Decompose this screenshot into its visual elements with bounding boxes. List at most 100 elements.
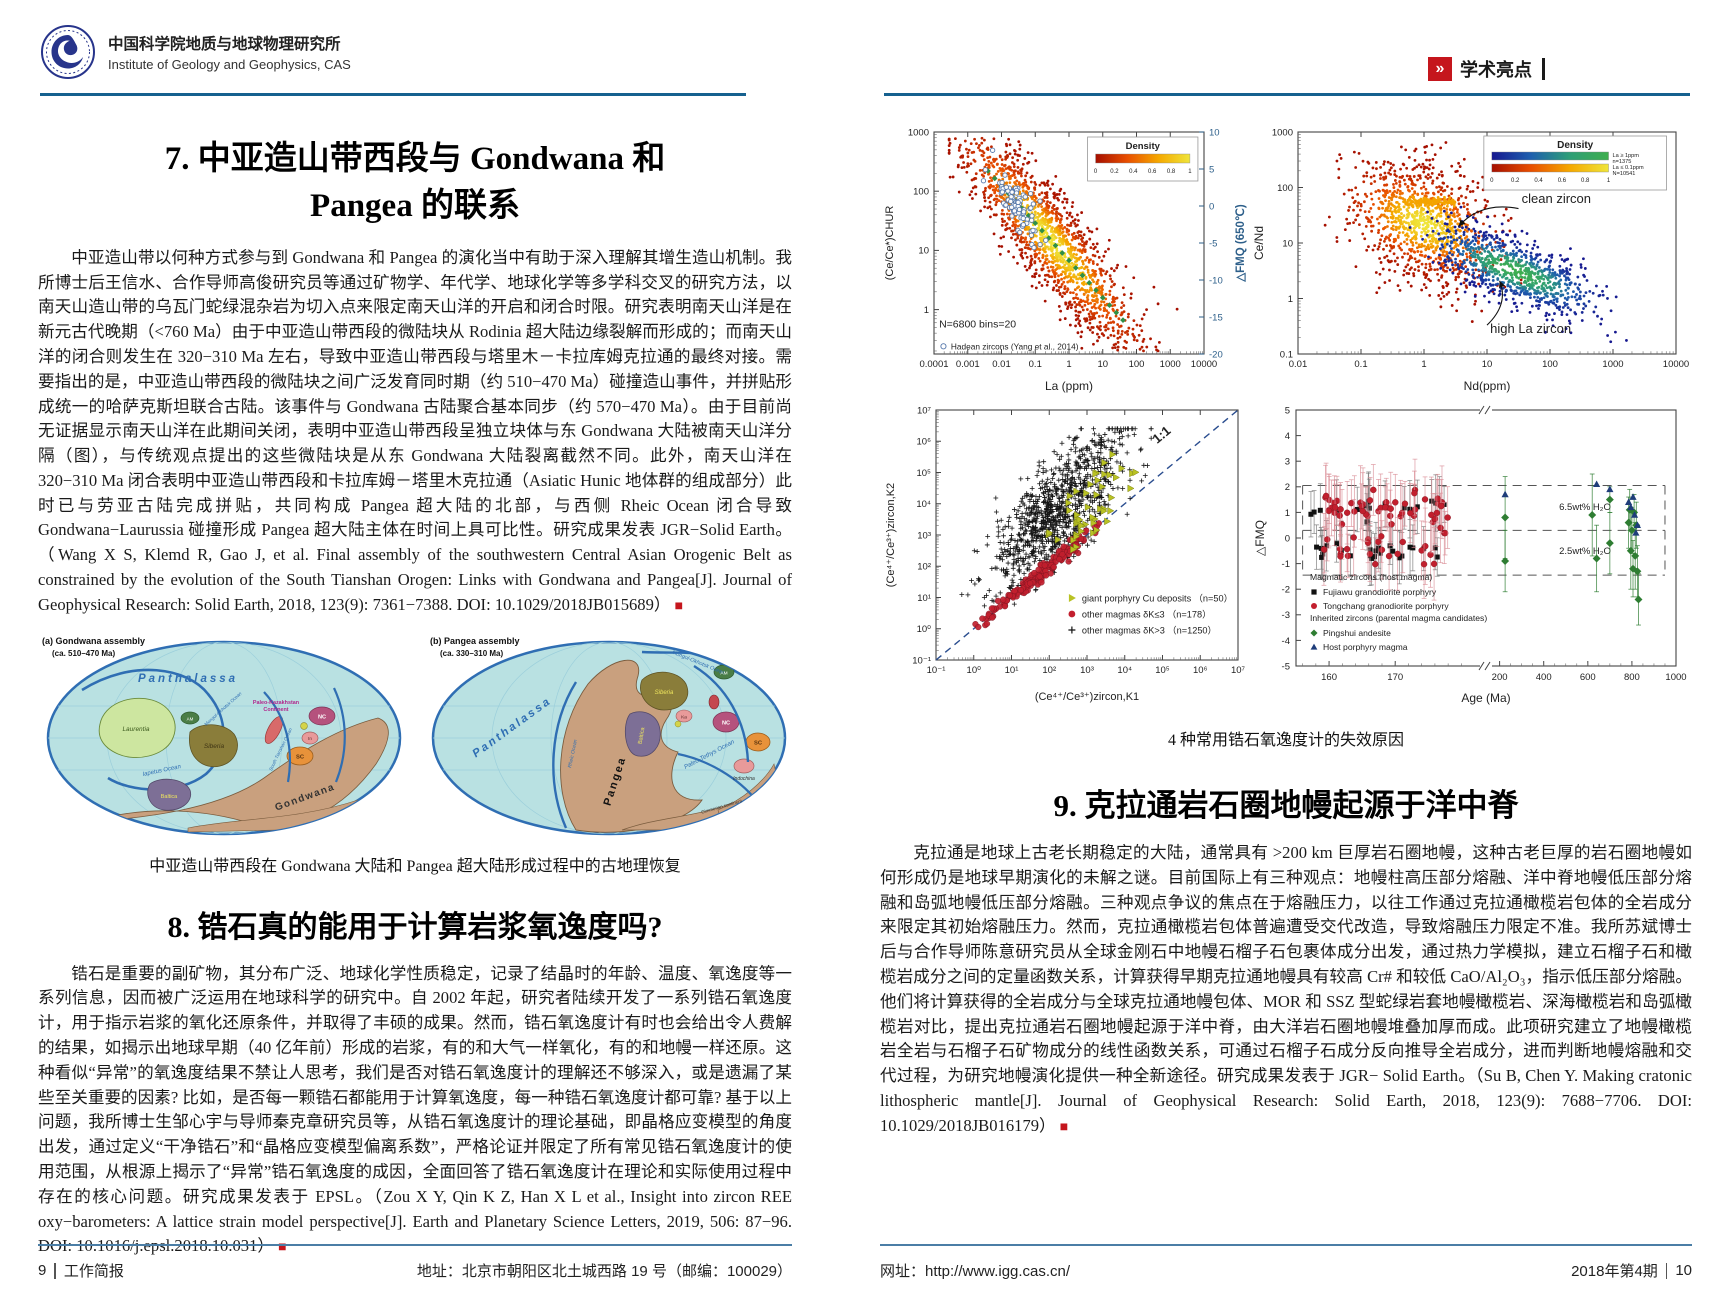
header-rule-right xyxy=(884,93,1690,96)
footer-address: 地址：北京市朝阳区北土城西路 19 号（邮编：100029） xyxy=(416,1263,792,1280)
section9-body: 克拉通是地球上古老长期稳定的大陆，通常具有 >200 km 巨厚岩石圈地幔，这种… xyxy=(880,843,1692,1135)
svg-text:0.8: 0.8 xyxy=(1167,169,1176,175)
svg-text:0.2: 0.2 xyxy=(1110,169,1119,175)
svg-text:1000: 1000 xyxy=(1160,359,1181,370)
svg-text:10⁰: 10⁰ xyxy=(917,624,932,635)
section-badge: » 学术亮点 xyxy=(1428,56,1545,82)
svg-text:10: 10 xyxy=(1282,238,1293,249)
svg-text:(b) Pangea assembly: (b) Pangea assembly xyxy=(430,636,520,646)
svg-text:200: 200 xyxy=(1492,672,1508,683)
svg-text:10³: 10³ xyxy=(917,530,931,541)
svg-text:0.4: 0.4 xyxy=(1129,169,1138,175)
badge-label: 学术亮点 xyxy=(1460,60,1532,80)
svg-text:10: 10 xyxy=(918,246,929,257)
page-left: 7. 中亚造山带西段与 Gondwana 和 Pangea 的联系 中亚造山带以… xyxy=(38,96,792,1261)
svg-text:N=10541: N=10541 xyxy=(1613,171,1636,177)
footer-divider-2 xyxy=(1665,1262,1668,1279)
svg-text:-3: -3 xyxy=(1282,610,1290,621)
svg-text:Continent: Continent xyxy=(263,707,288,713)
maps-caption: 中亚造山带西段在 Gondwana 大陆和 Pangea 超大陆形成过程中的古地… xyxy=(149,857,681,875)
badge-divider xyxy=(1542,58,1545,80)
section9-endmark: ■ xyxy=(1059,1119,1069,1135)
svg-text:-10: -10 xyxy=(1209,275,1223,286)
zircon-figure-caption: 4 种常用锆石氧逸度计的失效原因 xyxy=(1167,732,1404,749)
svg-text:Baltica: Baltica xyxy=(638,726,647,744)
scatter-panel-la-ce: 0.0001 0.001 0.01 0.1 1 10 100 1000 100001101001… xyxy=(884,127,1247,393)
svg-text:Rheic Ocean: Rheic Ocean xyxy=(567,738,579,768)
section7-body: 中亚造山带以何种方式参与到 Gondwana 和 Pangea 的演化当中有助于… xyxy=(38,247,792,614)
svg-text:10: 10 xyxy=(1209,127,1220,138)
section8-title: 8. 锆石真的能用于计算岩浆氧逸度吗? xyxy=(167,910,663,944)
page-right: 0.0001 0.001 0.01 0.1 1 10 100 1000 10000 1 10 100 1… xyxy=(880,96,1692,1141)
svg-text:1: 1 xyxy=(1421,359,1426,370)
institute-logo-icon xyxy=(41,25,95,79)
footer-left: 9 工作简报 地址：北京市朝阳区北土城西路 19 号（邮编：100029） xyxy=(38,1244,792,1281)
footer-issue: 2018年第4期 xyxy=(1571,1263,1658,1280)
svg-text:0.8: 0.8 xyxy=(1581,178,1590,184)
scatter-panel-fmq-age: -5 -4 -3 -2 -1 0 1 2 3 4 5 160 170 200 400 600 800 1000 6.… xyxy=(1253,405,1687,705)
svg-text:Density: Density xyxy=(1126,141,1161,152)
page-number-right: 10 xyxy=(1675,1262,1692,1279)
svg-text:Siberia: Siberia xyxy=(204,743,225,750)
svg-text:clean zircon: clean zircon xyxy=(1522,191,1591,206)
svg-text:2: 2 xyxy=(1285,482,1290,493)
double-chevron-icon: » xyxy=(1428,57,1452,81)
svg-text:1000: 1000 xyxy=(1602,359,1623,370)
svg-text:-5: -5 xyxy=(1282,661,1290,672)
svg-text:high La zircon: high La zircon xyxy=(1490,321,1571,336)
svg-text:SC: SC xyxy=(296,754,305,760)
svg-text:(ca. 330–310 Ma): (ca. 330–310 Ma) xyxy=(440,649,503,658)
svg-text:0.01: 0.01 xyxy=(1289,359,1308,370)
svg-text:Ka: Ka xyxy=(681,714,687,720)
scatter-panel-ce-ratio: 10⁻¹ 10⁰ 10¹ 10² 10³ 10⁴ 10⁵ 10⁶ 10⁷ 10⁻¹ 10⁰ 10¹ 10… xyxy=(885,405,1246,703)
svg-text:La ≤ 0.1ppm: La ≤ 0.1ppm xyxy=(1613,165,1644,171)
svg-text:△FMQ (650℃): △FMQ (650℃) xyxy=(1234,204,1247,283)
svg-text:-4: -4 xyxy=(1282,636,1290,647)
svg-text:1: 1 xyxy=(1188,169,1192,175)
footer-brand: 工作简报 xyxy=(63,1263,124,1280)
svg-text:160: 160 xyxy=(1321,672,1337,683)
svg-text:Nd(ppm): Nd(ppm) xyxy=(1464,379,1511,393)
section7-title-line1: 7. 中亚造山带西段与 Gondwana 和 xyxy=(164,141,666,177)
svg-text:1: 1 xyxy=(1285,508,1290,519)
svg-text:600: 600 xyxy=(1580,672,1596,683)
svg-text:Panthalassa: Panthalassa xyxy=(138,673,238,685)
svg-text:10¹: 10¹ xyxy=(917,593,931,604)
svg-text:0.6: 0.6 xyxy=(1558,178,1567,184)
svg-text:NC: NC xyxy=(722,720,730,726)
svg-text:0.2: 0.2 xyxy=(1511,178,1520,184)
svg-text:other magmas δK≤3 （n=178）: other magmas δK≤3 （n=178） xyxy=(1082,609,1211,619)
svg-text:100: 100 xyxy=(1129,359,1145,370)
svg-text:0.1: 0.1 xyxy=(1354,359,1367,370)
svg-text:6.5wt% H₂O: 6.5wt% H₂O xyxy=(1559,502,1611,513)
svg-text:10: 10 xyxy=(1097,359,1108,370)
svg-text:0: 0 xyxy=(1209,201,1214,212)
svg-text:5: 5 xyxy=(1209,164,1214,175)
svg-text:0.01: 0.01 xyxy=(992,359,1011,370)
svg-text:1: 1 xyxy=(1288,294,1293,305)
institute-name-cn: 中国科学院地质与地球物理研究所 xyxy=(108,36,341,53)
svg-text:0: 0 xyxy=(1285,533,1290,544)
svg-text:0.6: 0.6 xyxy=(1148,169,1157,175)
scatter-panel-nd-cend: 0.01 0.1 1 10 100 1000 100000.11101001000clean… xyxy=(1252,127,1689,393)
zircon-figure-grid: 0.0001 0.001 0.01 0.1 1 10 100 1000 10000 1 10 100 1… xyxy=(880,118,1692,712)
svg-text:10: 10 xyxy=(1482,359,1493,370)
svg-text:1000: 1000 xyxy=(1272,127,1293,138)
svg-text:Siberia: Siberia xyxy=(655,690,674,696)
svg-text:SC: SC xyxy=(754,740,763,746)
svg-text:0: 0 xyxy=(1490,178,1494,184)
footer-rule-right xyxy=(880,1244,1692,1246)
section7-title: 7. 中亚造山带西段与 Gondwana 和 Pangea 的联系 xyxy=(38,136,792,230)
svg-text:10⁶: 10⁶ xyxy=(917,437,932,448)
svg-text:2.5wt% H₂O: 2.5wt% H₂O xyxy=(1559,546,1611,557)
svg-text:Ce/Nd: Ce/Nd xyxy=(1252,226,1266,260)
footer-rule-left xyxy=(38,1244,792,1246)
svg-text:In: In xyxy=(308,736,312,741)
svg-text:170: 170 xyxy=(1387,672,1403,683)
svg-text:10⁴: 10⁴ xyxy=(916,499,931,510)
section8-body: 锆石是重要的副矿物，其分布广泛、地球化学性质稳定，记录了结晶时的年龄、温度、氧逸… xyxy=(38,963,792,1256)
footer-website-link[interactable]: 网址：http://www.igg.cas.cn/ xyxy=(880,1263,1071,1280)
section8-endmark: ■ xyxy=(278,1240,287,1256)
svg-text:other magmas δK>3 （n=1250）: other magmas δK>3 （n=1250） xyxy=(1082,625,1217,635)
